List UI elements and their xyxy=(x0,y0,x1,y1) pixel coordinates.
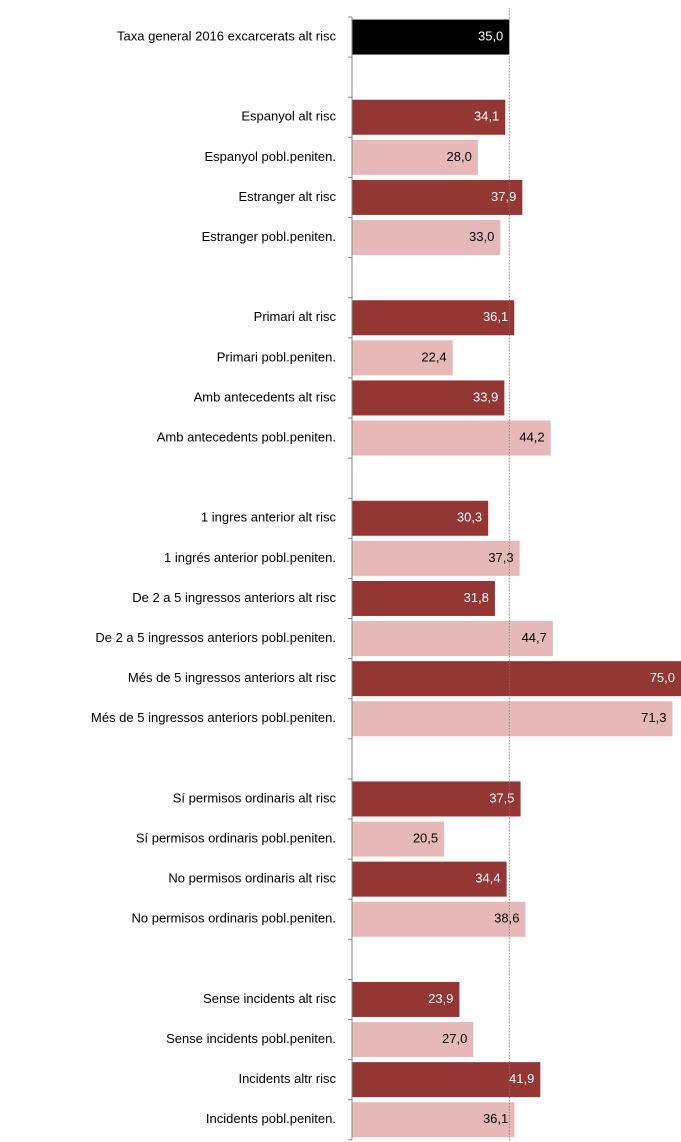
category-label: No permisos ordinaris pobl.peniten. xyxy=(132,911,337,926)
bar xyxy=(352,821,445,857)
bar xyxy=(352,1102,515,1138)
category-label: 1 ingres anterior alt risc xyxy=(201,510,337,525)
category-label: Més de 5 ingressos anteriors pobl.penite… xyxy=(91,710,336,725)
value-label: 30,3 xyxy=(457,510,482,525)
bar xyxy=(352,540,520,576)
bar xyxy=(352,781,521,817)
bar xyxy=(352,300,515,336)
category-label: Primari alt risc xyxy=(254,309,337,324)
bar xyxy=(352,179,523,215)
value-label: 37,9 xyxy=(491,189,516,204)
bar xyxy=(352,99,506,135)
value-label: 36,1 xyxy=(483,1111,508,1126)
value-label: 31,8 xyxy=(464,590,489,605)
category-label: Taxa general 2016 excarcerats alt risc xyxy=(117,28,336,43)
category-label: Sí permisos ordinaris pobl.peniten. xyxy=(136,830,336,845)
value-label: 27,0 xyxy=(442,1031,467,1046)
value-label: 37,3 xyxy=(488,550,513,565)
bar xyxy=(352,420,551,456)
value-label: 35,0 xyxy=(478,28,503,43)
value-label: 22,4 xyxy=(421,349,446,364)
bar xyxy=(352,901,526,937)
category-label: Estranger pobl.peniten. xyxy=(202,229,336,244)
category-label: Estranger alt risc xyxy=(238,189,336,204)
bar xyxy=(352,340,453,376)
category-label: Sí permisos ordinaris alt risc xyxy=(173,790,337,805)
value-label: 44,2 xyxy=(519,429,544,444)
value-label: 23,9 xyxy=(428,991,453,1006)
value-label: 28,0 xyxy=(447,149,472,164)
value-label: 20,5 xyxy=(413,830,438,845)
value-label: 38,6 xyxy=(494,911,519,926)
bar xyxy=(352,500,489,536)
category-label: De 2 a 5 ingressos anteriors alt risc xyxy=(132,590,336,605)
category-label: Amb antecedents alt risc xyxy=(194,389,337,404)
category-label: Espanyol pobl.peniten. xyxy=(204,149,336,164)
category-label: Sense incidents pobl.peniten. xyxy=(166,1031,336,1046)
bar xyxy=(352,19,510,55)
category-label: No permisos ordinaris alt risc xyxy=(168,871,336,886)
category-label: 1 ingrés anterior pobl.peniten. xyxy=(164,550,336,565)
category-label: Sense incidents alt risc xyxy=(203,991,336,1006)
value-label: 37,5 xyxy=(489,790,514,805)
category-label: Més de 5 ingressos anteriors alt risc xyxy=(128,670,337,685)
plot-area xyxy=(352,19,681,1138)
bar xyxy=(352,981,460,1017)
category-label: Amb antecedents pobl.peniten. xyxy=(157,429,336,444)
category-label: Incidents altr risc xyxy=(238,1071,336,1086)
category-label: Espanyol alt risc xyxy=(241,109,336,124)
bar xyxy=(352,661,681,697)
bar xyxy=(352,220,501,256)
bar xyxy=(352,861,507,897)
bar xyxy=(352,621,553,657)
category-label: De 2 a 5 ingressos anteriors pobl.penite… xyxy=(95,630,336,645)
value-label: 33,0 xyxy=(469,229,494,244)
bar xyxy=(352,139,478,175)
bar xyxy=(352,701,673,737)
value-label: 34,4 xyxy=(475,871,500,886)
value-label: 41,9 xyxy=(509,1071,534,1086)
value-label: 71,3 xyxy=(641,710,666,725)
bar xyxy=(352,380,505,416)
value-label: 33,9 xyxy=(473,389,498,404)
bar xyxy=(352,580,495,616)
category-label: Incidents pobl.peniten. xyxy=(206,1111,336,1126)
value-label: 34,1 xyxy=(474,109,499,124)
category-label: Primari pobl.peniten. xyxy=(217,349,336,364)
value-label: 44,7 xyxy=(522,630,547,645)
value-label: 75,0 xyxy=(650,670,675,685)
value-label: 36,1 xyxy=(483,309,508,324)
bar xyxy=(352,1022,474,1058)
